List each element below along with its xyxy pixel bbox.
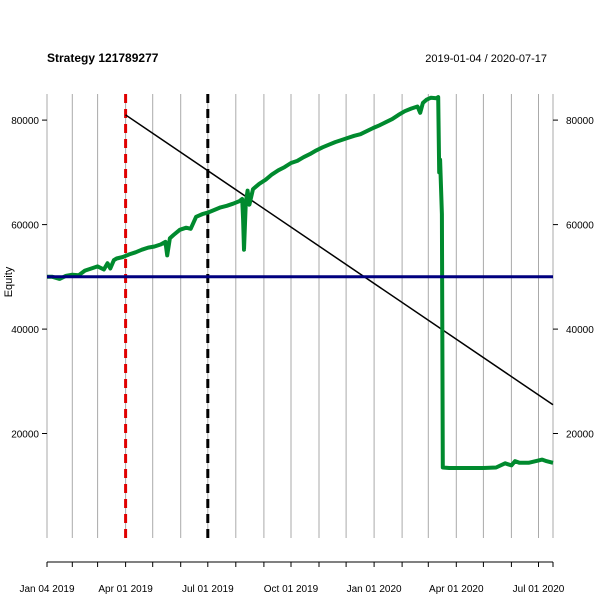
grid-lines <box>46 94 554 538</box>
x-tick-label: Apr 01 2019 <box>98 584 153 595</box>
y-tick-label-left: 40000 <box>11 325 39 336</box>
series-group <box>47 95 554 470</box>
x-tick-label: Jul 01 2019 <box>182 584 234 595</box>
y-axis-label: Equity <box>3 266 15 297</box>
x-tick-label: Jul 01 2020 <box>513 584 565 595</box>
equity-series-line <box>47 95 554 470</box>
trend-series-line <box>125 114 554 406</box>
x-tick-label: Apr 01 2020 <box>429 584 484 595</box>
x-tick-label: Oct 01 2019 <box>264 584 319 595</box>
chart-title: Strategy 121789277 <box>47 51 159 65</box>
y-tick-label-left: 20000 <box>11 430 39 441</box>
vertical-markers <box>124 94 210 538</box>
y-tick-label-right: 60000 <box>566 221 594 232</box>
y-tick-label-left: 80000 <box>11 116 39 127</box>
y-tick-label-right: 20000 <box>566 430 594 441</box>
date-range-label: 2019-01-04 / 2020-07-17 <box>425 53 547 65</box>
axes: 20000 20000 40000 40000 60000 60000 80000 80000… <box>11 116 594 595</box>
y-tick-label-right: 80000 <box>566 116 594 127</box>
x-tick-label: Jan 01 2020 <box>347 584 402 595</box>
x-tick-label: Jan 04 2019 <box>19 584 74 595</box>
y-tick-label-left: 60000 <box>11 221 39 232</box>
y-tick-label-right: 40000 <box>566 325 594 336</box>
